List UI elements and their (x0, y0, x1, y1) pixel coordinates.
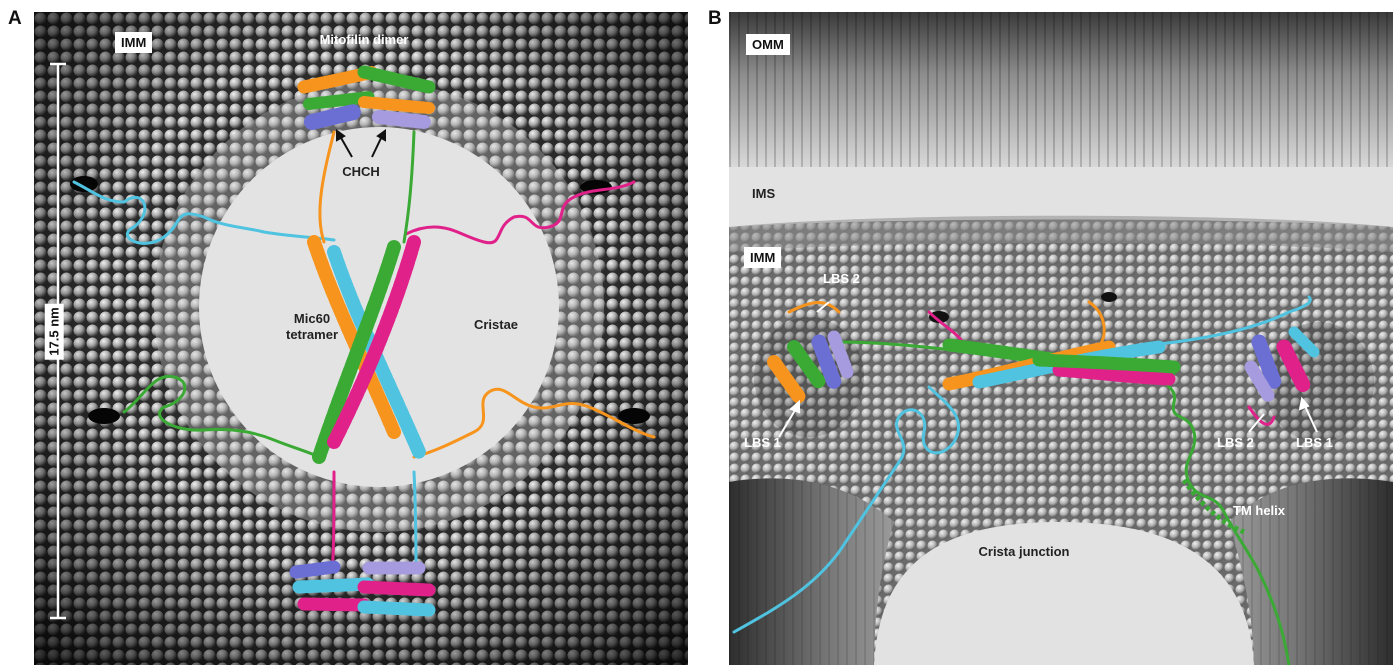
central-coiled-coil (942, 338, 1181, 391)
mic60-tetramer (307, 235, 426, 464)
magenta-linker-top-right (404, 180, 636, 245)
tetramer-label-line2: tetramer (285, 327, 339, 342)
tetramer-label-line1: Mic60 (293, 311, 331, 326)
lbs1-right-label: LBS 1 (1296, 435, 1333, 450)
lbs2-right-label: LBS 2 (1217, 435, 1254, 450)
mic60-tetramer-label: Mic60 tetramer (286, 311, 338, 343)
ims-label: IMS (752, 186, 776, 201)
panel-letter-a: A (8, 8, 22, 29)
cyan-linker-top-left (72, 180, 336, 245)
tm-helix (1181, 478, 1245, 535)
mitofilin-dimer-top (297, 65, 436, 130)
crista-junction-label: Crista junction (978, 544, 1070, 559)
scale-bar-label: 17.5 nm (44, 303, 64, 360)
orange-linker-bottom-right (412, 387, 656, 459)
cyan-linker-b (732, 385, 961, 634)
tm-helix-label: TM helix (1233, 503, 1286, 518)
chch-label: CHCH (342, 164, 380, 179)
green-linker-bottom-left (122, 374, 321, 459)
left-lipid-binding-cluster (767, 330, 854, 404)
lbs2-left-label: LBS 2 (823, 271, 860, 286)
imm-surface (729, 219, 1393, 665)
omm-label: OMM (746, 34, 790, 55)
panel-a-top-view: IMM Mitofilin dimer CHCH Mic60 tetramer … (34, 12, 688, 665)
imm-label-b: IMM (744, 247, 782, 268)
mitofilin-dimer-bottom (289, 560, 436, 617)
lbs1-left-label: LBS 1 (744, 435, 781, 450)
membrane-side-view-illustration (729, 12, 1393, 665)
mitofilin-dimer-label: Mitofilin dimer (319, 32, 409, 47)
imm-label-a: IMM (115, 32, 153, 53)
membrane-top-view-illustration (34, 12, 688, 665)
cristae-label: Cristae (473, 317, 519, 332)
green-linker-b (1162, 380, 1291, 665)
panel-b-side-view: OMM IMS IMM LBS 2 LBS 1 LBS 2 LBS 1 TM h… (729, 12, 1393, 665)
panel-letter-b: B (708, 8, 722, 29)
right-lipid-binding-cluster (1244, 326, 1320, 404)
crista-junction-opening (874, 522, 1254, 665)
